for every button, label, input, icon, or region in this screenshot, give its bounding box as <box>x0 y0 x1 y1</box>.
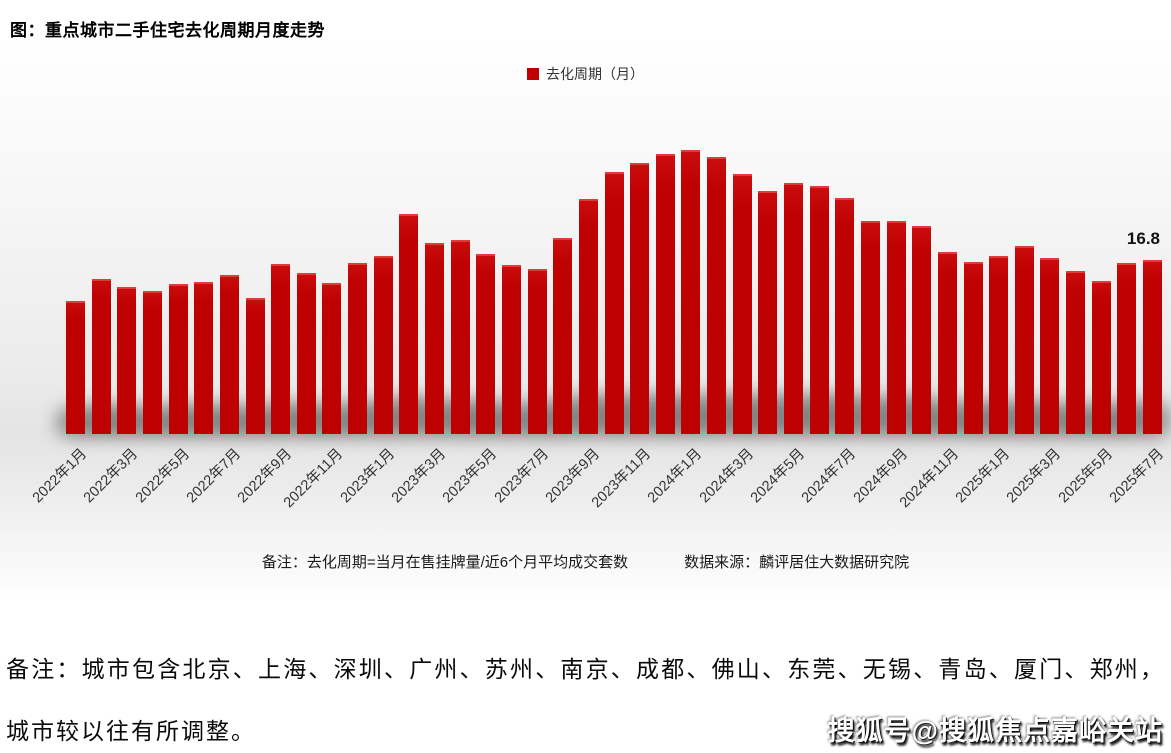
note-formula: 备注：去化周期=当月在售挂牌量/近6个月平均成交套数 <box>261 554 629 571</box>
bar-2022年5月 <box>158 150 198 439</box>
bar-rect <box>681 150 700 434</box>
bar-2022年2月 <box>81 150 121 439</box>
bar-2024年12月 <box>953 150 993 439</box>
bar-rect <box>322 283 341 434</box>
bar-rect <box>143 291 162 434</box>
bar-rect <box>194 282 213 434</box>
bar-2022年6月 <box>183 150 223 439</box>
bar-2023年11月 <box>619 150 659 439</box>
bar-rect <box>476 254 495 434</box>
bar-rect <box>758 191 777 434</box>
bar-rect <box>861 221 880 434</box>
bar-2023年12月 <box>645 150 685 439</box>
bar-2024年5月 <box>773 150 813 439</box>
bar-2023年2月 <box>388 150 428 439</box>
bar-rect <box>656 154 675 434</box>
bar-2025年7月 <box>1132 150 1171 439</box>
bar-2024年2月 <box>696 150 736 439</box>
last-value-label: 16.8 <box>1126 229 1160 248</box>
bar-2024年6月 <box>799 150 839 439</box>
bar-rect <box>169 284 188 434</box>
legend-swatch-icon <box>527 68 539 80</box>
bar-2022年1月 <box>55 150 95 439</box>
bar-2024年11月 <box>927 150 967 439</box>
bar-rect <box>451 240 470 434</box>
bar-rect <box>502 265 521 434</box>
bar-rect <box>348 263 367 434</box>
bar-rect <box>1117 263 1136 434</box>
bar-rect <box>425 243 444 434</box>
bar-2024年1月 <box>670 150 710 439</box>
bar-2024年4月 <box>747 150 787 439</box>
bar-rect <box>784 183 803 434</box>
bar-2023年9月 <box>568 150 608 439</box>
bar-rect <box>553 238 572 434</box>
bar-2023年4月 <box>440 150 480 439</box>
bar-2022年4月 <box>132 150 172 439</box>
bar-rect <box>399 214 418 434</box>
bar-2023年7月 <box>517 150 557 439</box>
bar-rect <box>605 172 624 434</box>
watermark: 搜狐号@搜狐焦点嘉峪关站 <box>827 716 1163 746</box>
bar-rect <box>374 256 393 434</box>
chart-legend: 去化周期（月） <box>0 64 1171 84</box>
plot-area <box>55 150 1171 439</box>
bar-rect <box>989 256 1008 434</box>
bar-rect <box>66 301 85 434</box>
bar-rect <box>117 287 136 434</box>
footnote-line-1: 备注：城市包含北京、上海、深圳、广州、苏州、南京、成都、佛山、东莞、无锡、青岛、… <box>6 657 1165 682</box>
bar-2024年8月 <box>850 150 890 439</box>
bar-2024年7月 <box>824 150 864 439</box>
bar-rect <box>733 174 752 434</box>
bar-rect <box>964 262 983 434</box>
bar-2024年9月 <box>876 150 916 439</box>
bar-rect <box>810 186 829 434</box>
bar-2022年12月 <box>337 150 377 439</box>
legend-label: 去化周期（月） <box>546 66 644 82</box>
bar-rect <box>938 252 957 434</box>
bar-2025年5月 <box>1081 150 1121 439</box>
bar-2025年2月 <box>1004 150 1044 439</box>
bar-2025年1月 <box>978 150 1018 439</box>
bar-rect <box>297 273 316 434</box>
footnote-line-2: 城市较以往有所调整。 <box>6 719 256 744</box>
note-source: 数据来源：麟评居住大数据研究院 <box>684 554 910 571</box>
bar-rect <box>1066 271 1085 434</box>
bar-2022年7月 <box>209 150 249 439</box>
bar-rect <box>1040 258 1059 434</box>
bar-rect <box>220 275 239 434</box>
bar-rect <box>887 221 906 434</box>
bar-2024年3月 <box>722 150 762 439</box>
bar-2025年3月 <box>1029 150 1069 439</box>
bar-2025年4月 <box>1055 150 1095 439</box>
bar-2022年11月 <box>311 150 351 439</box>
bar-2025年6月 <box>1106 150 1146 439</box>
bar-rect <box>246 298 265 434</box>
bar-rect <box>707 157 726 434</box>
bar-rect <box>1143 260 1162 434</box>
bar-rect <box>835 198 854 434</box>
bar-2023年6月 <box>491 150 531 439</box>
bar-rect <box>1092 281 1111 434</box>
bar-rect <box>579 199 598 434</box>
bar-rect <box>92 279 111 434</box>
chart-notes: 备注：去化周期=当月在售挂牌量/近6个月平均成交套数 数据来源：麟评居住大数据研… <box>0 551 1171 572</box>
bar-2022年8月 <box>235 150 275 439</box>
bar-2022年9月 <box>260 150 300 439</box>
chart-title: 图：重点城市二手住宅去化周期月度走势 <box>10 21 325 40</box>
bar-2024年10月 <box>901 150 941 439</box>
bar-2023年3月 <box>414 150 454 439</box>
bar-2023年10月 <box>594 150 634 439</box>
bar-rect <box>630 163 649 434</box>
bar-rect <box>912 226 931 434</box>
bar-2023年1月 <box>363 150 403 439</box>
bar-rect <box>271 264 290 434</box>
bar-2022年3月 <box>106 150 146 439</box>
bar-rect <box>528 269 547 434</box>
bar-rect <box>1015 246 1034 434</box>
bar-2023年5月 <box>465 150 505 439</box>
bar-2022年10月 <box>286 150 326 439</box>
bar-2023年8月 <box>542 150 582 439</box>
